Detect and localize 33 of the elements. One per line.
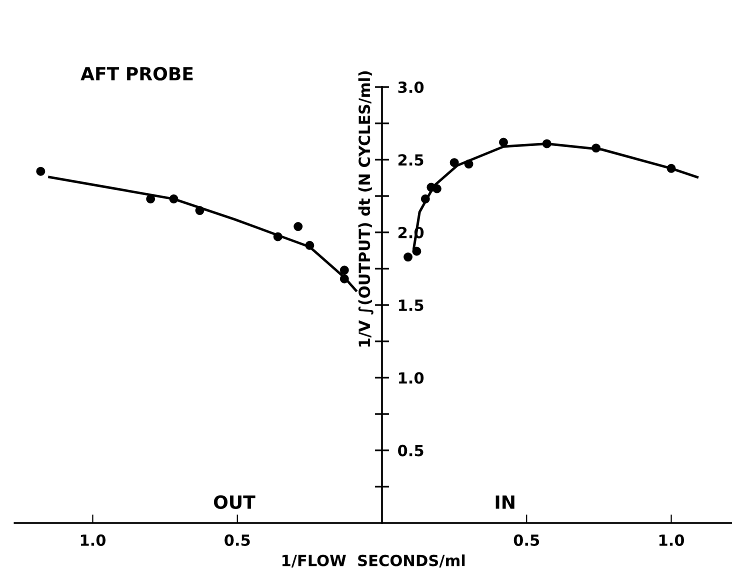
point (412, 246, 422, 256)
point (169, 194, 178, 204)
point (404, 252, 413, 262)
point (420, 194, 430, 204)
point (273, 232, 282, 242)
point (464, 160, 474, 169)
x-tick-label: 0.5 (224, 534, 250, 546)
text: AFT PROBE (80, 66, 193, 81)
point (294, 222, 303, 232)
line-series (48, 176, 358, 292)
point (592, 144, 601, 153)
point (305, 240, 314, 250)
point (432, 184, 442, 194)
point (542, 139, 552, 148)
point (36, 166, 46, 176)
x-tick-label: 0.5 (514, 534, 540, 546)
y-tick-label: 3.0 (398, 81, 424, 94)
annotation: OUT (214, 495, 256, 509)
point (195, 206, 204, 216)
x-tick-label: 1.0 (80, 534, 106, 546)
y-tick-label: 0.5 (398, 444, 424, 456)
y-axis-title: 1/V ∫(OUTPUT) dt (N CYCLES/ml) (358, 71, 374, 347)
point (450, 158, 459, 168)
point (498, 138, 508, 147)
point (340, 274, 349, 284)
x-tick-label: 1.0 (659, 534, 684, 546)
annotation: IN (496, 496, 514, 509)
x-axis-title: 1/FLOW SECONDS/ml (282, 554, 465, 568)
point (340, 266, 349, 275)
y-tick-label: 2.5 (398, 154, 424, 166)
y-tick-label: 1.0 (399, 372, 424, 384)
point (666, 164, 676, 173)
y-tick-label: 1.5 (399, 300, 424, 312)
